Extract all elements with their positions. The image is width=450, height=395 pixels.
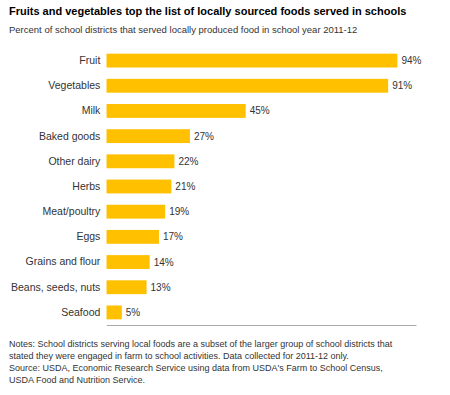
- data-label: 27%: [194, 131, 214, 142]
- data-label: 13%: [151, 282, 171, 293]
- y-tick-label: Eggs: [76, 230, 100, 242]
- y-tick-label: Fruit: [79, 54, 100, 66]
- bar: [106, 79, 388, 93]
- note: Source: USDA, Economic Research Service …: [9, 363, 383, 373]
- y-tick-label: Other dairy: [48, 155, 101, 167]
- data-label: 14%: [154, 257, 174, 268]
- y-tick-label: Meat/poultry: [43, 205, 102, 217]
- data-label: 45%: [250, 105, 270, 116]
- chart: Fruits and vegetables top the list of lo…: [0, 0, 450, 395]
- bar: [106, 129, 190, 143]
- data-label: 21%: [175, 181, 195, 192]
- y-tick-label: Milk: [82, 104, 101, 116]
- bar: [106, 54, 397, 68]
- plot: Seafood Beans, seeds, nuts Grains and flou…: [11, 54, 422, 326]
- y-tick: Meat/poultry: [43, 205, 102, 217]
- y-tick-label: Beans, seeds, nuts: [11, 281, 100, 293]
- bar: [106, 205, 165, 219]
- bar: [106, 180, 171, 194]
- y-tick: Milk: [82, 104, 101, 116]
- data-label: 94%: [401, 55, 421, 66]
- note: stated they were engaged in farm to scho…: [9, 351, 349, 361]
- bars: [106, 54, 397, 320]
- bar: [106, 154, 174, 168]
- background: [0, 0, 450, 395]
- y-tick-label: Grains and flour: [26, 255, 101, 267]
- y-tick: Baked goods: [39, 129, 100, 141]
- note: Notes: School districts serving local fo…: [9, 339, 393, 349]
- y-tick: Grains and flour: [26, 255, 101, 267]
- bar: [106, 305, 121, 319]
- data-label: 91%: [392, 80, 412, 91]
- x-axis: [107, 325, 417, 326]
- data-label: 5%: [126, 307, 141, 318]
- y-tick: Eggs: [76, 230, 100, 242]
- y-tick: Seafood: [61, 306, 100, 318]
- y-axis: Seafood Beans, seeds, nuts Grains and flou…: [11, 54, 101, 318]
- y-tick: Other dairy: [48, 155, 101, 167]
- x-axis-line: [107, 325, 417, 326]
- y-tick: Beans, seeds, nuts: [11, 281, 100, 293]
- subtitle: Percent of school districts that served …: [9, 24, 357, 35]
- y-tick: Vegetables: [48, 79, 100, 91]
- title: Fruits and vegetables top the list of lo…: [9, 5, 406, 17]
- data-label: 19%: [169, 206, 189, 217]
- y-tick-label: Seafood: [61, 306, 100, 318]
- y-tick-label: Vegetables: [48, 79, 100, 91]
- y-tick: Herbs: [72, 180, 100, 192]
- note: USDA Food and Nutrition Service.: [9, 375, 145, 385]
- bar: [106, 280, 146, 294]
- y-tick: Fruit: [79, 54, 100, 66]
- data-labels: 5% 13% 14% 17% 19% 21% 22% 27% 45% 91% 94%: [126, 55, 422, 318]
- y-tick-label: Baked goods: [39, 129, 100, 141]
- bar: [106, 255, 149, 269]
- data-label: 22%: [178, 156, 198, 167]
- bar: [106, 104, 245, 118]
- data-label: 17%: [163, 231, 183, 242]
- y-tick-label: Herbs: [72, 180, 100, 192]
- bar: [106, 230, 159, 244]
